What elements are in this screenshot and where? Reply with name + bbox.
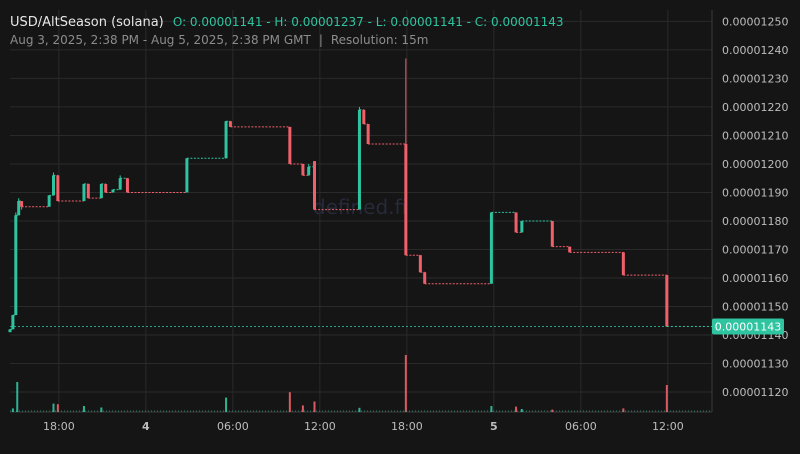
resolution-label: Resolution: 15m bbox=[330, 33, 429, 47]
time-range: Aug 3, 2025, 2:38 PM - Aug 5, 2025, 2:38… bbox=[10, 33, 311, 47]
candle-body[interactable] bbox=[357, 109, 361, 210]
candle-body[interactable] bbox=[125, 178, 129, 193]
x-tick-label: 5 bbox=[490, 420, 498, 433]
volume-bar bbox=[551, 409, 554, 412]
x-tick-label: 06:00 bbox=[217, 420, 249, 433]
y-tick-label: 0.00001120 bbox=[722, 386, 788, 399]
x-tick-label: 12:00 bbox=[304, 420, 336, 433]
volume-bar bbox=[622, 408, 625, 412]
volume-bar bbox=[520, 409, 523, 412]
chart-header: USD/AltSeason (solana) O: 0.00001141 - H… bbox=[10, 11, 564, 30]
candle-body[interactable] bbox=[665, 275, 669, 327]
candle-body[interactable] bbox=[520, 220, 524, 233]
candle-body[interactable] bbox=[362, 109, 366, 125]
ohlc-readout: O: 0.00001141 - H: 0.00001237 - L: 0.000… bbox=[172, 15, 564, 29]
candle-body[interactable] bbox=[185, 158, 189, 193]
candle-body[interactable] bbox=[20, 201, 24, 207]
candle-body[interactable] bbox=[366, 124, 370, 144]
candle-body[interactable] bbox=[568, 246, 572, 253]
last-price-badge bbox=[712, 318, 784, 335]
candle-body[interactable] bbox=[307, 166, 311, 176]
candle-body[interactable] bbox=[47, 195, 51, 207]
candle-body[interactable] bbox=[82, 183, 86, 202]
volume-bar bbox=[100, 407, 103, 412]
candle-body[interactable] bbox=[418, 255, 422, 273]
candle-body[interactable] bbox=[288, 126, 292, 164]
volume-bar bbox=[301, 405, 304, 412]
y-tick-label: 0.00001240 bbox=[722, 44, 788, 57]
candle-body[interactable] bbox=[313, 161, 316, 210]
x-tick-label: 06:00 bbox=[565, 420, 597, 433]
volume-bar bbox=[404, 355, 407, 412]
candle-body[interactable] bbox=[56, 175, 60, 202]
volume-bar bbox=[358, 407, 361, 412]
candle-body[interactable] bbox=[99, 183, 103, 199]
x-tick-label: 18:00 bbox=[391, 420, 423, 433]
volume-bar bbox=[11, 408, 14, 412]
y-tick-label: 0.00001180 bbox=[722, 215, 788, 228]
y-tick-label: 0.00001250 bbox=[722, 15, 788, 28]
candle-body[interactable] bbox=[301, 163, 305, 176]
y-tick-label: 0.00001210 bbox=[722, 129, 788, 142]
candle-body[interactable] bbox=[228, 121, 232, 127]
x-tick-label: 12:00 bbox=[652, 420, 684, 433]
candle-body[interactable] bbox=[224, 121, 228, 159]
candle-body[interactable] bbox=[8, 329, 12, 333]
candle-body[interactable] bbox=[489, 212, 493, 284]
candle-body[interactable] bbox=[11, 315, 15, 330]
candle-body[interactable] bbox=[17, 201, 21, 216]
candle-body[interactable] bbox=[550, 220, 554, 247]
volume-bar bbox=[490, 406, 493, 412]
last-price-label: 0.00001143 bbox=[715, 320, 781, 333]
volume-bar bbox=[288, 392, 291, 412]
candle-body[interactable] bbox=[621, 252, 625, 276]
candle-body[interactable] bbox=[514, 212, 518, 233]
y-tick-label: 0.00001170 bbox=[722, 243, 788, 256]
candle-body[interactable] bbox=[14, 215, 18, 316]
candle-body[interactable] bbox=[104, 183, 108, 193]
candle-body[interactable] bbox=[404, 144, 408, 256]
y-tick-label: 0.00001220 bbox=[722, 101, 788, 114]
y-tick-label: 0.00001150 bbox=[722, 301, 788, 314]
separator: | bbox=[318, 33, 323, 47]
volume-bar bbox=[225, 397, 228, 412]
symbol-title: USD/AltSeason (solana) bbox=[10, 15, 164, 30]
candle-body[interactable] bbox=[118, 178, 122, 190]
volume-bar bbox=[515, 406, 518, 412]
candle-body[interactable] bbox=[423, 272, 427, 284]
y-tick-label: 0.00001190 bbox=[722, 186, 788, 199]
volume-bar bbox=[313, 401, 316, 412]
candle-body[interactable] bbox=[111, 189, 115, 193]
candle-body[interactable] bbox=[86, 183, 90, 199]
volume-bar bbox=[82, 406, 85, 412]
y-tick-label: 0.00001230 bbox=[722, 72, 788, 85]
volume-bar bbox=[16, 382, 19, 412]
x-tick-label: 18:00 bbox=[43, 420, 75, 433]
y-tick-label: 0.00001160 bbox=[722, 272, 788, 285]
volume-bar bbox=[665, 385, 668, 412]
y-tick-label: 0.00001130 bbox=[722, 358, 788, 371]
y-tick-label: 0.00001200 bbox=[722, 158, 788, 171]
chart-subheader: Aug 3, 2025, 2:38 PM - Aug 5, 2025, 2:38… bbox=[10, 33, 428, 47]
volume-bar bbox=[52, 403, 55, 412]
candle-body[interactable] bbox=[52, 175, 55, 196]
x-tick-label: 4 bbox=[142, 420, 150, 433]
volume-bar bbox=[56, 404, 59, 412]
